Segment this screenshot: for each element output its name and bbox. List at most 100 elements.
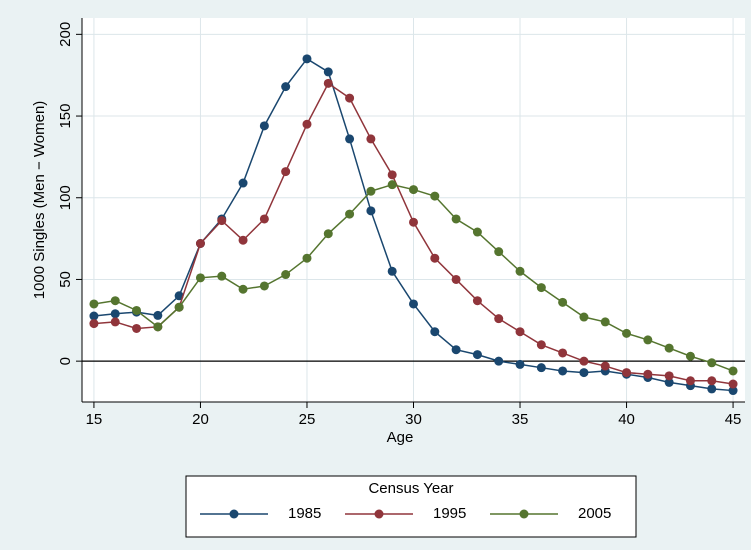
point — [536, 283, 546, 293]
point — [472, 296, 482, 306]
legend-marker — [374, 509, 384, 519]
point — [387, 180, 397, 190]
point — [707, 358, 717, 368]
point — [515, 359, 525, 369]
point — [728, 386, 738, 396]
point — [110, 309, 120, 319]
legend-label: 1985 — [288, 505, 321, 522]
point — [238, 178, 248, 188]
point — [600, 317, 610, 327]
point — [643, 335, 653, 345]
point — [195, 238, 205, 248]
point — [579, 368, 589, 378]
point — [281, 82, 291, 92]
point — [366, 206, 376, 216]
point — [281, 270, 291, 280]
point — [685, 351, 695, 361]
point — [387, 266, 397, 276]
point — [536, 340, 546, 350]
point — [302, 253, 312, 263]
point — [132, 323, 142, 333]
x-tick-label: 35 — [512, 411, 529, 428]
point — [387, 170, 397, 180]
point — [345, 93, 355, 103]
point — [409, 299, 418, 309]
point — [728, 379, 738, 389]
x-tick-label: 40 — [618, 411, 635, 428]
point — [685, 376, 695, 386]
point — [259, 121, 269, 131]
point — [345, 209, 355, 219]
point — [430, 253, 440, 263]
point — [409, 217, 418, 227]
y-tick-label: 100 — [57, 185, 74, 210]
x-tick-label: 25 — [299, 411, 316, 428]
x-tick-label: 30 — [405, 411, 422, 428]
point — [366, 134, 376, 144]
y-tick-label: 200 — [57, 22, 74, 47]
point — [472, 350, 482, 360]
point — [302, 54, 312, 64]
x-axis-label: Age — [387, 429, 414, 446]
point — [89, 319, 99, 329]
point — [622, 368, 632, 378]
point — [451, 345, 461, 355]
point — [664, 371, 674, 381]
point — [217, 271, 227, 281]
point — [558, 366, 568, 376]
point — [238, 284, 248, 294]
point — [579, 356, 589, 366]
point — [323, 229, 333, 239]
point — [345, 134, 355, 144]
point — [430, 327, 440, 337]
point — [558, 348, 568, 358]
point — [494, 247, 504, 257]
legend-label: 2005 — [578, 505, 611, 522]
point — [728, 366, 738, 376]
legend-marker — [229, 509, 239, 519]
legend-marker — [519, 509, 529, 519]
y-axis-label: 1000 Singles (Men − Women) — [31, 101, 48, 300]
point — [451, 214, 461, 224]
point — [707, 384, 717, 394]
point — [622, 328, 632, 338]
point — [409, 185, 418, 195]
y-tick-label: 50 — [57, 271, 74, 288]
point — [110, 296, 120, 306]
point — [430, 191, 440, 201]
point — [153, 310, 163, 320]
point — [707, 376, 717, 386]
point — [89, 311, 99, 321]
point — [302, 119, 312, 129]
point — [558, 297, 568, 307]
point — [174, 302, 184, 312]
legend-label: 1995 — [433, 505, 466, 522]
x-tick-label: 45 — [725, 411, 742, 428]
point — [323, 67, 333, 77]
point — [515, 266, 525, 276]
x-tick-label: 20 — [192, 411, 209, 428]
point — [259, 281, 269, 291]
point — [664, 377, 674, 387]
point — [579, 312, 589, 322]
x-tick-label: 15 — [86, 411, 103, 428]
point — [536, 363, 546, 373]
point — [89, 299, 99, 309]
point — [451, 274, 461, 284]
point — [323, 78, 333, 88]
point — [259, 214, 269, 224]
point — [238, 235, 248, 245]
point — [472, 227, 482, 237]
point — [366, 186, 376, 196]
point — [132, 305, 142, 315]
legend-box — [185, 475, 637, 538]
point — [643, 369, 653, 379]
y-tick-label: 150 — [57, 104, 74, 129]
y-tick-label: 0 — [57, 357, 74, 365]
point — [110, 317, 120, 327]
point — [281, 167, 291, 177]
point — [515, 327, 525, 337]
point — [153, 322, 163, 332]
point — [664, 343, 674, 353]
